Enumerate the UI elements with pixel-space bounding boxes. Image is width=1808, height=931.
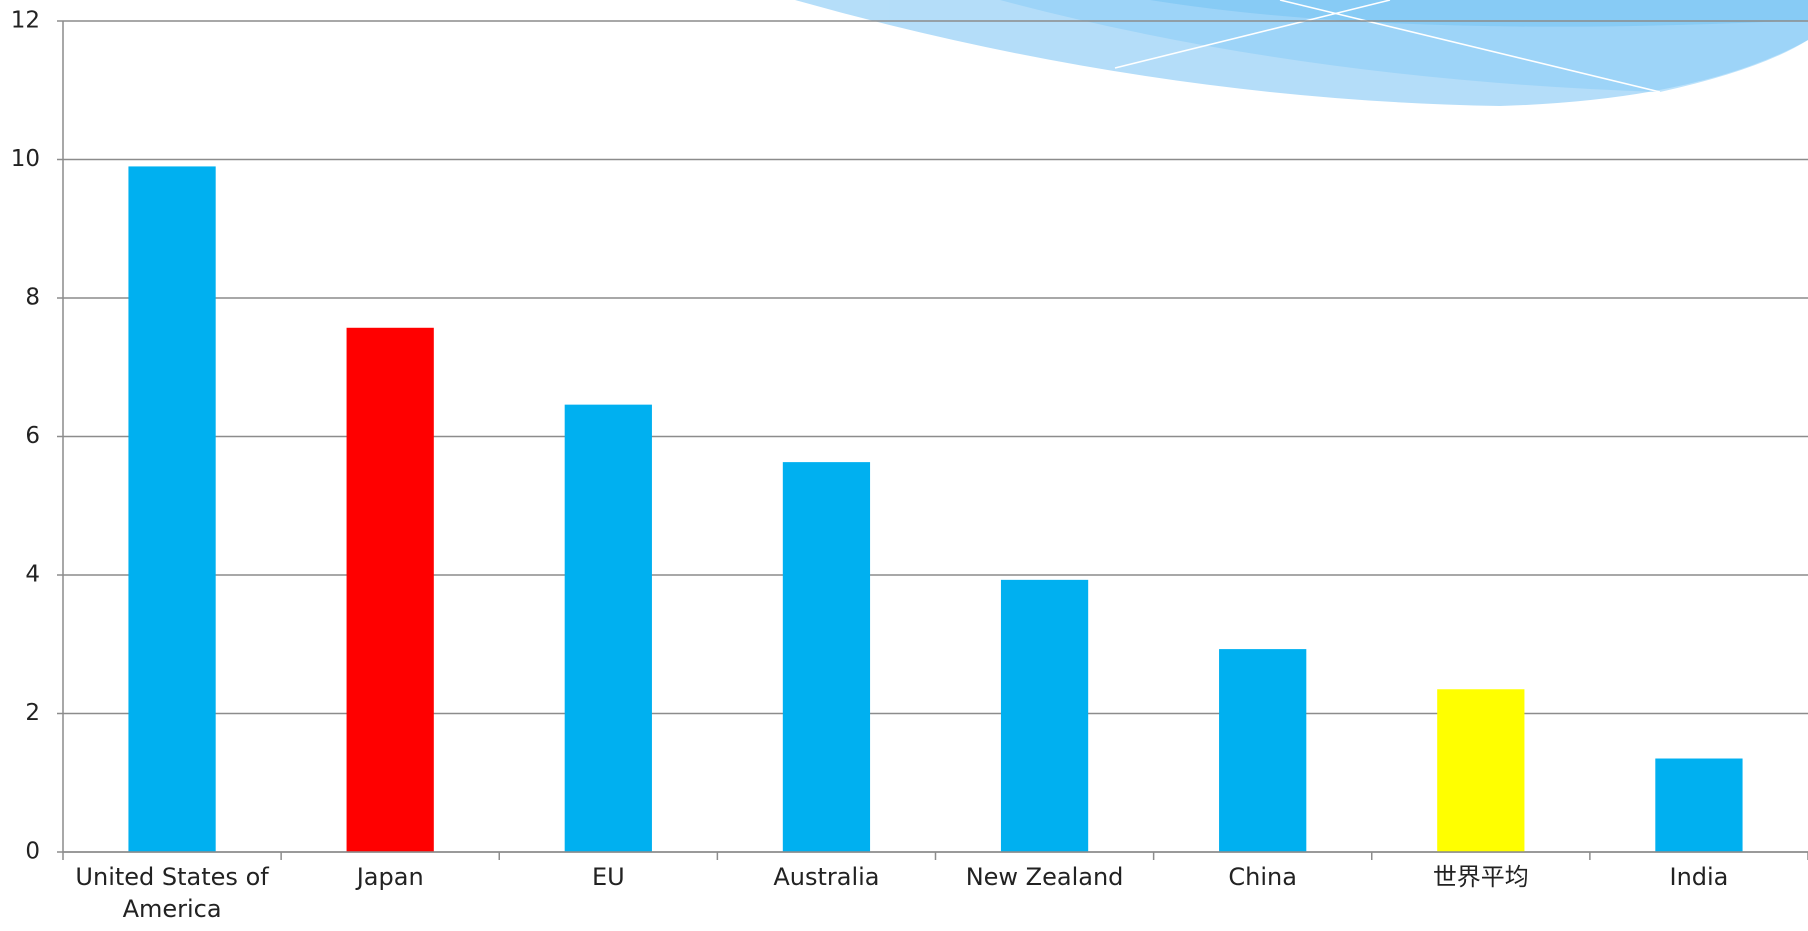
x-tick-label: India — [1669, 863, 1729, 891]
bar — [782, 462, 871, 852]
x-tick-label: China — [1228, 863, 1297, 891]
decoration — [795, 0, 1808, 106]
bar — [1655, 758, 1743, 852]
x-tick-label: Australia — [773, 863, 880, 891]
y-tick-label: 10 — [11, 146, 40, 172]
x-tick-label: EU — [591, 863, 625, 891]
x-tick-label: United States of America — [75, 863, 269, 923]
x-tick-label: New Zealand — [965, 863, 1124, 891]
y-tick-label: 0 — [25, 839, 40, 865]
y-tick-label: 12 — [11, 8, 40, 34]
y-tick-label: 8 — [25, 285, 40, 311]
bar — [128, 166, 216, 853]
bar — [346, 327, 434, 853]
y-tick-label: 4 — [25, 562, 40, 588]
bar — [1219, 649, 1307, 852]
x-tick-label: 世界平均 — [1432, 863, 1529, 891]
bar — [564, 404, 652, 852]
y-tick-label: 2 — [25, 700, 40, 726]
bar — [1000, 579, 1089, 852]
x-tick-label: Japan — [356, 863, 424, 891]
bar — [1437, 689, 1525, 852]
y-tick-label: 6 — [25, 423, 40, 449]
